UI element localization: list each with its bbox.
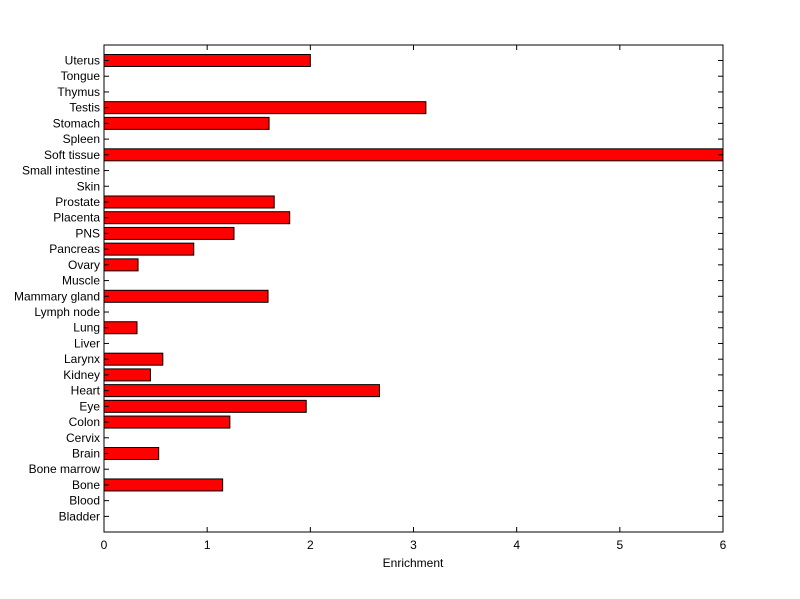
bar-pns: [103, 226, 235, 240]
y-tick-label-kidney: Kidney: [63, 368, 100, 382]
y-tick-label-spleen: Spleen: [63, 132, 100, 146]
bar-bone: [103, 478, 224, 492]
y-tick-label-uterus: Uterus: [65, 54, 100, 68]
bar-larynx: [103, 352, 164, 366]
bar-stomach: [103, 116, 270, 130]
x-tick-label-0: 0: [101, 538, 108, 552]
bar-placenta: [103, 211, 291, 225]
y-tick-label-lymph-node: Lymph node: [34, 305, 100, 319]
y-tick-label-skin: Skin: [77, 179, 100, 193]
x-tick-label-5: 5: [616, 538, 623, 552]
x-tick-label-2: 2: [307, 538, 314, 552]
x-tick-label-6: 6: [720, 538, 727, 552]
y-tick-label-mammary-gland: Mammary gland: [14, 289, 100, 303]
bar-prostate: [103, 195, 275, 209]
y-tick-label-lung: Lung: [73, 321, 100, 335]
y-tick-label-ovary: Ovary: [68, 258, 100, 272]
y-tick-label-bone: Bone: [72, 478, 100, 492]
y-tick-label-small-intestine: Small intestine: [22, 164, 100, 178]
plot-frame: [103, 44, 724, 533]
y-tick-label-brain: Brain: [72, 447, 100, 461]
bar-colon: [103, 415, 231, 429]
y-tick-label-testis: Testis: [69, 101, 100, 115]
bar-eye: [103, 399, 307, 413]
y-tick-label-colon: Colon: [69, 415, 100, 429]
y-tick-label-bladder: Bladder: [59, 509, 100, 523]
bar-uterus: [103, 54, 311, 67]
y-tick-label-tongue: Tongue: [61, 69, 101, 83]
y-tick-label-blood: Blood: [69, 494, 100, 508]
bar-mammary-gland: [103, 289, 269, 303]
y-tick-label-liver: Liver: [74, 336, 100, 350]
x-tick-label-1: 1: [204, 538, 211, 552]
y-tick-label-stomach: Stomach: [53, 116, 100, 130]
y-tick-label-prostate: Prostate: [55, 195, 100, 209]
bar-pancreas: [103, 242, 195, 256]
y-tick-label-pancreas: Pancreas: [49, 242, 100, 256]
bar-soft-tissue: [103, 148, 724, 162]
y-tick-label-larynx: Larynx: [64, 352, 100, 366]
y-tick-label-placenta: Placenta: [53, 211, 100, 225]
y-tick-label-bone-marrow: Bone marrow: [29, 462, 101, 476]
x-tick-label-4: 4: [513, 538, 520, 552]
y-tick-label-heart: Heart: [71, 384, 101, 398]
x-tick-label-3: 3: [410, 538, 417, 552]
y-tick-label-eye: Eye: [79, 399, 100, 413]
y-tick-label-pns: PNS: [75, 226, 100, 240]
bar-heart: [103, 384, 380, 398]
x-axis-label: Enrichment: [383, 556, 444, 570]
y-tick-label-muscle: Muscle: [62, 274, 100, 288]
bars-layer: [103, 54, 724, 492]
y-tick-label-thymus: Thymus: [57, 85, 100, 99]
ticks-layer: [103, 45, 724, 532]
bar-ovary: [103, 258, 139, 272]
y-tick-label-soft-tissue: Soft tissue: [44, 148, 100, 162]
bar-testis: [103, 101, 427, 115]
bar-brain: [103, 447, 160, 460]
bar-kidney: [103, 368, 151, 382]
y-tick-label-cervix: Cervix: [66, 431, 100, 445]
